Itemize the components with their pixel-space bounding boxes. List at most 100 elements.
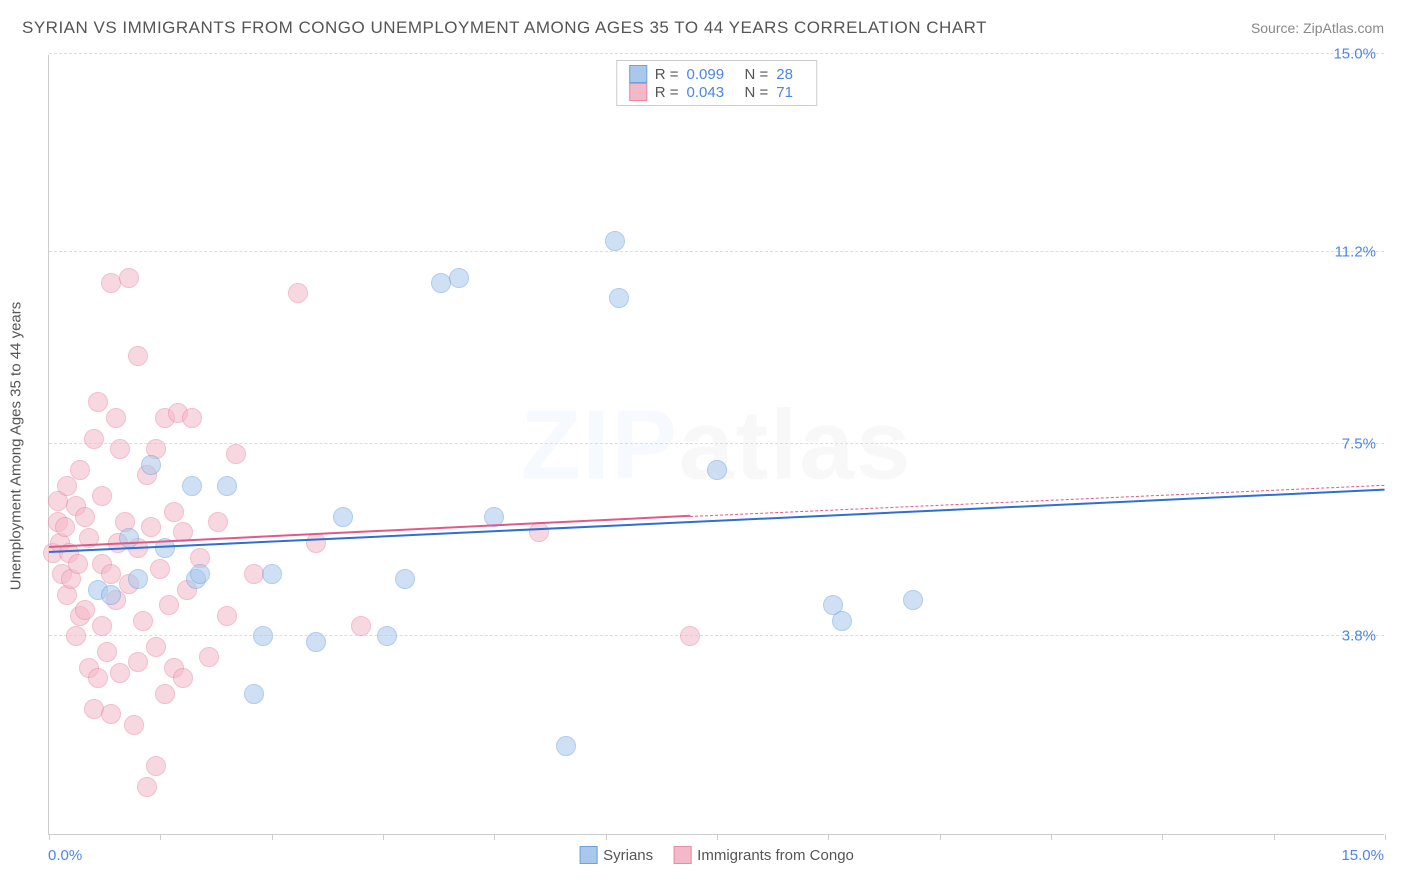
scatter-point bbox=[124, 715, 144, 735]
scatter-point bbox=[101, 585, 121, 605]
x-tick bbox=[940, 834, 941, 840]
scatter-point bbox=[119, 528, 139, 548]
stats-row: R =0.099N =28 bbox=[629, 65, 805, 83]
x-tick bbox=[717, 834, 718, 840]
scatter-point bbox=[155, 684, 175, 704]
scatter-point bbox=[110, 439, 130, 459]
chart-title: SYRIAN VS IMMIGRANTS FROM CONGO UNEMPLOY… bbox=[22, 18, 987, 38]
trendline-syrians bbox=[49, 489, 1385, 553]
scatter-point bbox=[101, 704, 121, 724]
scatter-point bbox=[288, 283, 308, 303]
scatter-point bbox=[333, 507, 353, 527]
series-legend-label: Immigrants from Congo bbox=[697, 847, 854, 864]
scatter-point bbox=[92, 616, 112, 636]
scatter-point bbox=[92, 486, 112, 506]
gridline bbox=[49, 635, 1384, 636]
watermark-atlas: atlas bbox=[679, 389, 912, 499]
series-legend-label: Syrians bbox=[603, 847, 653, 864]
scatter-point bbox=[217, 476, 237, 496]
stat-r-label: R = bbox=[655, 66, 679, 83]
x-tick bbox=[383, 834, 384, 840]
scatter-point bbox=[199, 647, 219, 667]
scatter-point bbox=[119, 268, 139, 288]
scatter-point bbox=[146, 756, 166, 776]
x-axis-max-label: 15.0% bbox=[1341, 847, 1384, 864]
scatter-point bbox=[680, 626, 700, 646]
scatter-point bbox=[88, 392, 108, 412]
scatter-point bbox=[173, 668, 193, 688]
x-tick bbox=[828, 834, 829, 840]
x-tick bbox=[1274, 834, 1275, 840]
scatter-point bbox=[137, 777, 157, 797]
scatter-point bbox=[377, 626, 397, 646]
legend-swatch bbox=[629, 65, 647, 83]
scatter-point bbox=[133, 611, 153, 631]
series-legend-item: Syrians bbox=[579, 846, 653, 864]
gridline bbox=[49, 443, 1384, 444]
scatter-point bbox=[707, 460, 727, 480]
scatter-point bbox=[75, 600, 95, 620]
scatter-point bbox=[70, 460, 90, 480]
scatter-point bbox=[208, 512, 228, 532]
legend-swatch bbox=[673, 846, 691, 864]
x-tick bbox=[494, 834, 495, 840]
x-tick bbox=[606, 834, 607, 840]
scatter-point bbox=[306, 632, 326, 652]
chart-container: SYRIAN VS IMMIGRANTS FROM CONGO UNEMPLOY… bbox=[0, 0, 1406, 892]
x-tick bbox=[272, 834, 273, 840]
scatter-point bbox=[66, 626, 86, 646]
scatter-point bbox=[164, 502, 184, 522]
watermark-zip: ZIP bbox=[521, 389, 679, 499]
scatter-point bbox=[182, 476, 202, 496]
scatter-point bbox=[110, 663, 130, 683]
scatter-point bbox=[106, 408, 126, 428]
scatter-point bbox=[146, 637, 166, 657]
scatter-point bbox=[226, 444, 246, 464]
x-tick bbox=[160, 834, 161, 840]
watermark: ZIPatlas bbox=[521, 388, 913, 501]
scatter-point bbox=[150, 559, 170, 579]
y-axis-label: Unemployment Among Ages 35 to 44 years bbox=[8, 302, 25, 591]
scatter-point bbox=[141, 455, 161, 475]
scatter-point bbox=[262, 564, 282, 584]
scatter-point bbox=[244, 684, 264, 704]
stat-n-value: 28 bbox=[776, 66, 804, 83]
y-tick-label: 15.0% bbox=[1333, 46, 1376, 63]
scatter-point bbox=[88, 668, 108, 688]
stats-row: R =0.043N =71 bbox=[629, 83, 805, 101]
scatter-point bbox=[190, 564, 210, 584]
scatter-point bbox=[351, 616, 371, 636]
plot-area: ZIPatlas R =0.099N =28R =0.043N =71 Syri… bbox=[48, 55, 1384, 835]
series-legend: Syrians Immigrants from Congo bbox=[579, 846, 854, 864]
scatter-point bbox=[128, 346, 148, 366]
scatter-point bbox=[57, 476, 77, 496]
scatter-point bbox=[182, 408, 202, 428]
scatter-point bbox=[84, 429, 104, 449]
scatter-point bbox=[395, 569, 415, 589]
gridline bbox=[49, 53, 1384, 54]
series-legend-item: Immigrants from Congo bbox=[673, 846, 854, 864]
scatter-point bbox=[128, 652, 148, 672]
scatter-point bbox=[159, 595, 179, 615]
scatter-point bbox=[605, 231, 625, 251]
scatter-point bbox=[97, 642, 117, 662]
scatter-point bbox=[529, 522, 549, 542]
scatter-point bbox=[141, 517, 161, 537]
stat-r-value: 0.043 bbox=[687, 84, 737, 101]
scatter-point bbox=[253, 626, 273, 646]
scatter-point bbox=[55, 517, 75, 537]
scatter-point bbox=[903, 590, 923, 610]
y-tick-label: 7.5% bbox=[1342, 436, 1376, 453]
stat-r-label: R = bbox=[655, 84, 679, 101]
x-tick bbox=[1051, 834, 1052, 840]
x-axis-min-label: 0.0% bbox=[48, 847, 82, 864]
scatter-point bbox=[306, 533, 326, 553]
stats-legend: R =0.099N =28R =0.043N =71 bbox=[616, 60, 818, 106]
scatter-point bbox=[68, 554, 88, 574]
y-tick-label: 11.2% bbox=[1335, 243, 1376, 260]
stat-n-label: N = bbox=[745, 66, 769, 83]
scatter-point bbox=[832, 611, 852, 631]
scatter-point bbox=[556, 736, 576, 756]
x-tick bbox=[1385, 834, 1386, 840]
scatter-point bbox=[217, 606, 237, 626]
